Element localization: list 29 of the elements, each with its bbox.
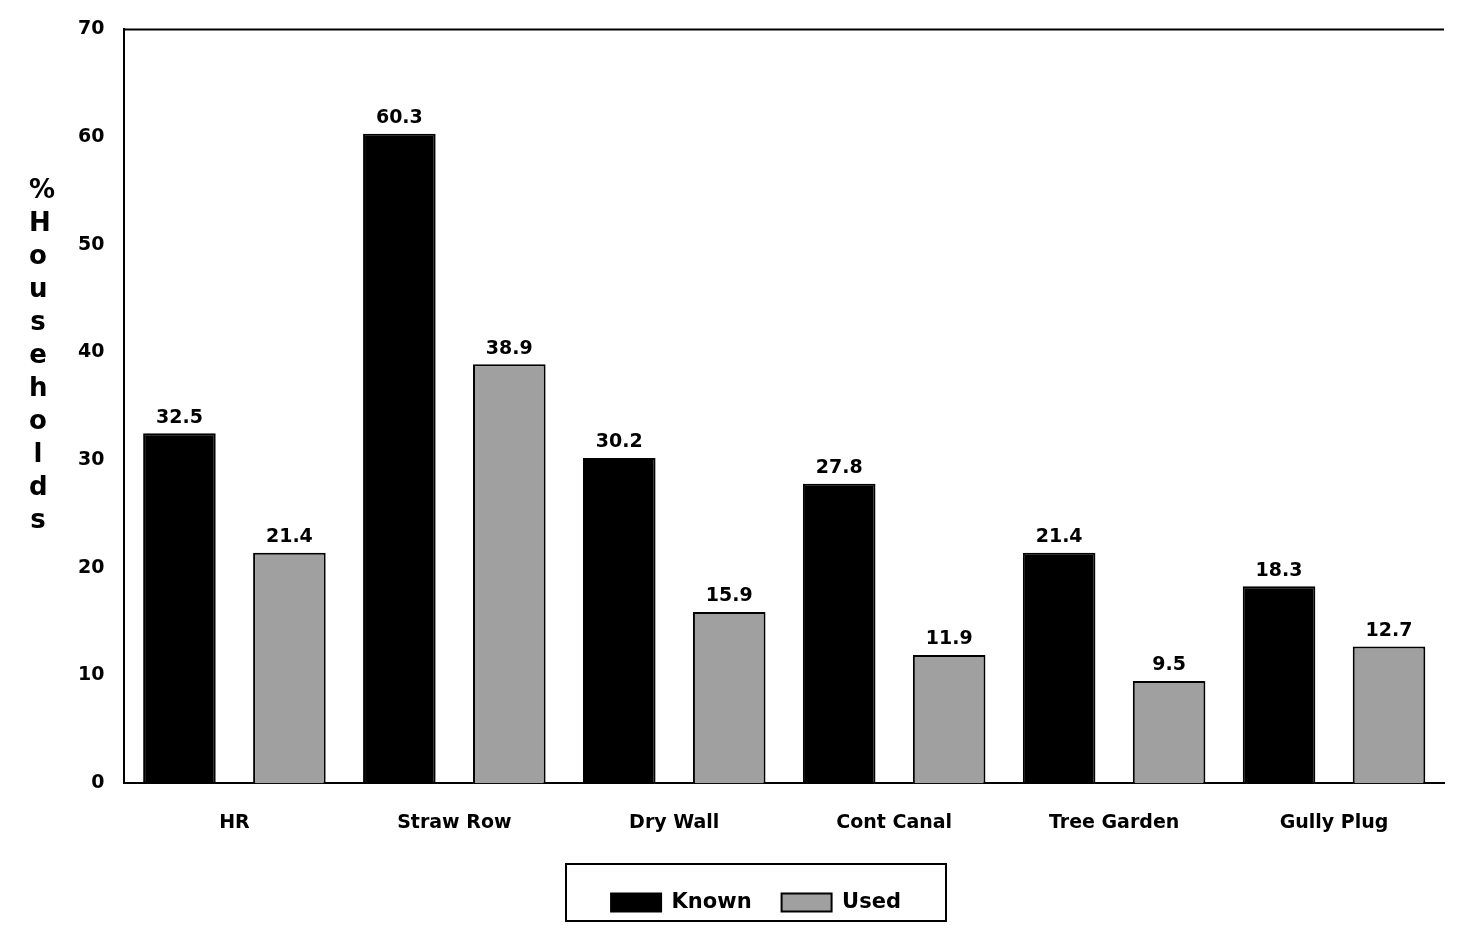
data-label: 30.2 [595,429,643,452]
x-tick-label: Straw Row [397,809,512,832]
legend-label: Used [842,888,901,913]
data-label: 32.5 [155,404,203,427]
y-tick-label: 50 [77,231,105,254]
y-tick-label: 20 [77,554,105,577]
data-label: 27.8 [815,455,863,478]
data-label: 21.4 [265,524,313,547]
y-tick-label: 10 [77,662,105,685]
x-tick-label: Cont Canal [836,809,953,832]
y-tick-label: 70 [77,16,105,39]
data-label: 60.3 [375,105,423,128]
y-tick-label: 60 [77,124,105,147]
data-label: 12.7 [1365,617,1413,640]
x-tick-label: Gully Plug [1279,809,1389,832]
x-tick-label: HR [219,809,251,832]
data-label: 15.9 [705,583,753,606]
y-tick-label: 0 [91,770,105,793]
text: % Households [28,174,56,534]
data-label: 38.9 [485,335,533,358]
x-tick-label: Tree Garden [1048,809,1180,832]
data-label: 21.4 [1035,524,1083,547]
data-label: 18.3 [1255,557,1303,580]
y-tick-label: 30 [77,447,105,470]
legend-label: Known [671,888,752,913]
data-label: 11.9 [925,626,973,649]
y-tick-label: 40 [77,339,105,362]
x-tick-label: Dry Wall [629,809,720,832]
data-label: 9.5 [1152,652,1186,675]
